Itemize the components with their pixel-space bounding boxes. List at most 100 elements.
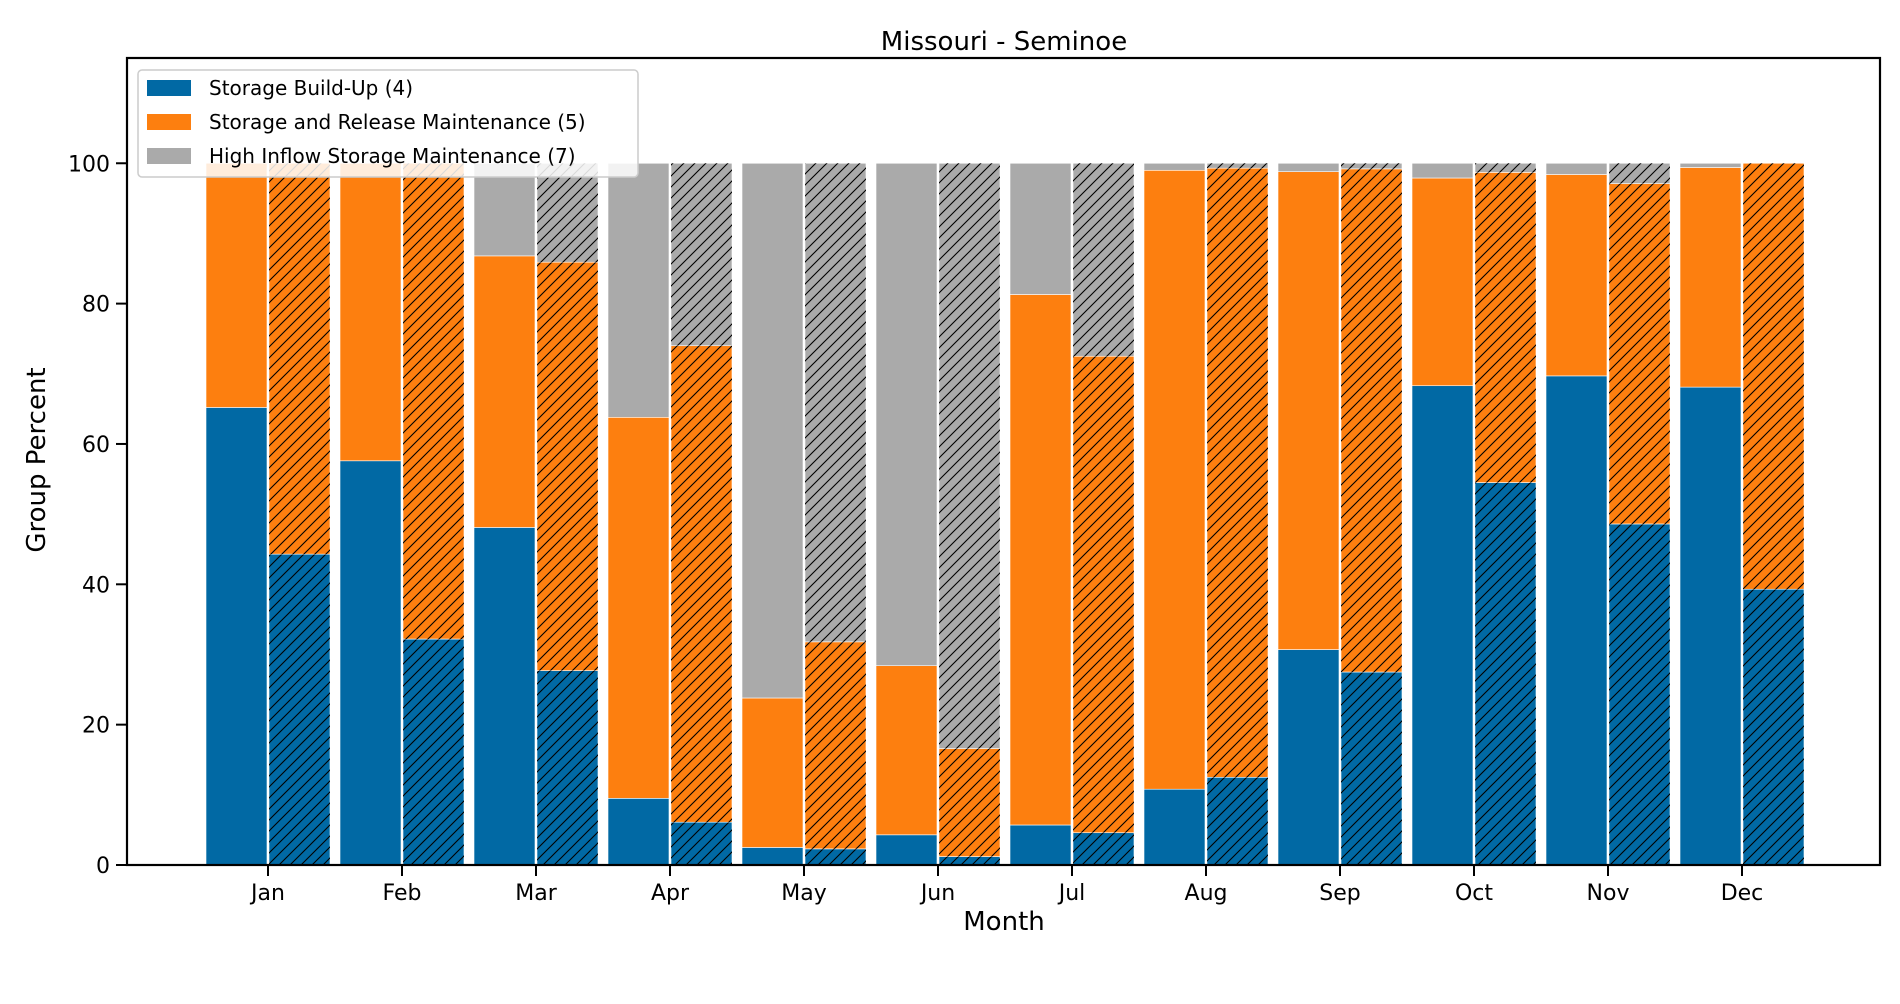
- hatch-jul-storage-release-hatched: [1073, 356, 1134, 833]
- legend-label-storage-build-up: Storage Build-Up (4): [209, 76, 413, 100]
- legend: Storage Build-Up (4) Storage and Release …: [137, 69, 639, 178]
- hatch-oct-high-inflow-hatched: [1475, 163, 1536, 173]
- hatch-aug-high-inflow-hatched: [1207, 163, 1268, 169]
- legend-swatch-storage-release: [147, 114, 191, 130]
- y-tick-label-100: 100: [68, 152, 110, 177]
- y-axis-label: Group Percent: [22, 367, 52, 552]
- hatch-nov-storage-release-hatched: [1609, 183, 1670, 524]
- hatch-mar-storage-build-up-hatched: [537, 670, 598, 865]
- hatch-jul-storage-build-up-hatched: [1073, 832, 1134, 865]
- hatch-sep-storage-build-up-hatched: [1341, 672, 1402, 865]
- bar-jan-storage-build-up-solid: [205, 407, 268, 866]
- hatch-may-storage-build-up-hatched: [805, 848, 866, 865]
- legend-swatch-high-inflow: [147, 148, 191, 164]
- bar-mar-storage-build-up-solid: [473, 527, 536, 866]
- x-tick-label-feb: Feb: [383, 881, 422, 906]
- bar-sep-storage-release-solid: [1277, 171, 1340, 650]
- bar-oct-high-inflow-solid: [1411, 162, 1474, 179]
- hatch-jul-high-inflow-hatched: [1073, 163, 1134, 357]
- legend-label-high-inflow: High Inflow Storage Maintenance (7): [209, 144, 576, 168]
- hatch-jun-storage-release-hatched: [939, 748, 1000, 857]
- x-tick-label-dec: Dec: [1721, 881, 1764, 906]
- bar-dec-high-inflow-solid: [1679, 162, 1742, 168]
- bars-layer: [205, 162, 1805, 866]
- x-tick-label-sep: Sep: [1319, 881, 1360, 906]
- bar-feb-storage-release-solid: [339, 162, 402, 462]
- hatch-dec-storage-release-hatched: [1743, 163, 1804, 590]
- y-tick-label-0: 0: [96, 854, 110, 879]
- hatch-apr-high-inflow-hatched: [671, 163, 732, 346]
- hatch-nov-high-inflow-hatched: [1609, 163, 1670, 184]
- bar-nov-storage-release-solid: [1545, 174, 1608, 377]
- hatch-oct-storage-release-hatched: [1475, 172, 1536, 483]
- x-tick-label-jun: Jun: [919, 881, 955, 906]
- x-tick-label-mar: Mar: [515, 881, 557, 906]
- bar-jun-storage-release-solid: [875, 665, 938, 836]
- bar-apr-storage-build-up-solid: [607, 798, 670, 866]
- hatch-oct-storage-build-up-hatched: [1475, 482, 1536, 865]
- bar-jul-storage-build-up-solid: [1009, 824, 1072, 866]
- bar-jul-high-inflow-solid: [1009, 162, 1072, 295]
- hatch-sep-high-inflow-hatched: [1341, 163, 1402, 169]
- hatch-aug-storage-release-hatched: [1207, 168, 1268, 778]
- y-tick-label-80: 80: [82, 293, 110, 318]
- x-tick-label-aug: Aug: [1185, 881, 1228, 906]
- x-tick-label-may: May: [781, 881, 826, 906]
- bar-mar-high-inflow-solid: [473, 162, 536, 257]
- x-axis-label: Month: [963, 907, 1045, 937]
- hatch-feb-storage-build-up-hatched: [403, 639, 464, 865]
- bar-aug-high-inflow-solid: [1143, 162, 1206, 171]
- bar-nov-high-inflow-solid: [1545, 162, 1608, 175]
- hatch-jan-storage-build-up-hatched: [269, 554, 330, 865]
- hatch-apr-storage-release-hatched: [671, 345, 732, 823]
- plot-frame: [125, 56, 1882, 867]
- bar-apr-storage-release-solid: [607, 416, 670, 799]
- hatch-mar-storage-release-hatched: [537, 262, 598, 671]
- hatch-nov-storage-build-up-hatched: [1609, 523, 1670, 865]
- bar-jun-storage-build-up-solid: [875, 834, 938, 866]
- bar-jun-high-inflow-solid: [875, 162, 938, 667]
- bar-dec-storage-build-up-solid: [1679, 386, 1742, 866]
- legend-box: [137, 69, 639, 178]
- hatch-may-storage-release-hatched: [805, 641, 866, 849]
- x-tick-label-jan: Jan: [249, 881, 285, 906]
- hatch-apr-storage-build-up-hatched: [671, 822, 732, 865]
- x-tick-label-nov: Nov: [1587, 881, 1630, 906]
- hatch-mar-high-inflow-hatched: [537, 163, 598, 263]
- y-tick-label-60: 60: [82, 433, 110, 458]
- chart-title: Missouri - Seminoe: [881, 27, 1127, 57]
- legend-swatch-storage-build-up: [147, 80, 191, 96]
- hatch-jan-storage-release-hatched: [269, 163, 330, 555]
- bar-mar-storage-release-solid: [473, 255, 536, 528]
- legend-label-storage-release: Storage and Release Maintenance (5): [209, 110, 586, 134]
- bar-dec-storage-release-solid: [1679, 167, 1742, 388]
- bar-nov-storage-build-up-solid: [1545, 375, 1608, 866]
- bar-jul-storage-release-solid: [1009, 294, 1072, 826]
- bar-may-storage-release-solid: [741, 697, 804, 848]
- bar-may-storage-build-up-solid: [741, 847, 804, 866]
- hatch-may-high-inflow-hatched: [805, 163, 866, 642]
- bar-aug-storage-release-solid: [1143, 169, 1206, 790]
- x-tick-label-jul: Jul: [1057, 881, 1086, 906]
- bar-oct-storage-release-solid: [1411, 177, 1474, 387]
- x-tick-label-oct: Oct: [1455, 881, 1493, 906]
- hatch-dec-storage-build-up-hatched: [1743, 589, 1804, 865]
- y-tick-label-20: 20: [82, 714, 110, 739]
- bar-jan-storage-release-solid: [205, 162, 268, 408]
- x-tick-label-apr: Apr: [651, 881, 690, 906]
- bar-feb-storage-build-up-solid: [339, 460, 402, 866]
- bar-may-high-inflow-solid: [741, 162, 804, 699]
- hatch-jun-high-inflow-hatched: [939, 163, 1000, 749]
- y-tick-label-40: 40: [82, 573, 110, 598]
- hatch-feb-storage-release-hatched: [403, 163, 464, 640]
- bar-sep-storage-build-up-solid: [1277, 649, 1340, 866]
- hatch-jun-storage-build-up-hatched: [939, 856, 1000, 865]
- bar-oct-storage-build-up-solid: [1411, 385, 1474, 866]
- bar-aug-storage-build-up-solid: [1143, 788, 1206, 866]
- hatch-sep-storage-release-hatched: [1341, 168, 1402, 673]
- axes-layer: 0 20 40 60 80 100 Jan Feb Mar Apr May Jun Jul Aug Sep O…: [68, 56, 1882, 906]
- hatch-aug-storage-build-up-hatched: [1207, 777, 1268, 865]
- bar-sep-high-inflow-solid: [1277, 162, 1340, 172]
